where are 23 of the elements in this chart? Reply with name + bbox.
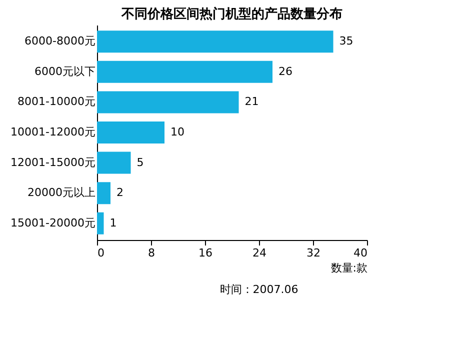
data-label: 21 (244, 95, 259, 108)
chart-title: 不同价格区间热门机型的产品数量分布 (120, 6, 342, 22)
x-tick-label: 40 (354, 246, 368, 260)
data-label: 26 (278, 64, 292, 78)
x-tick-label: 24 (252, 246, 266, 260)
text: 时间：2007.06 (220, 283, 298, 296)
x-axis-title: 数量:款 (330, 262, 368, 274)
x-tick-label: 16 (198, 246, 212, 260)
data-label: 35 (339, 34, 354, 48)
y-tick-label: 15001-20000元 (10, 216, 96, 230)
x-tick-label: 0 (98, 246, 104, 260)
y-tick-label: 6000-8000元 (24, 34, 96, 48)
x-tick-label: 8 (148, 246, 155, 260)
data-label: 2 (116, 186, 124, 200)
data-label: 1 (110, 216, 117, 230)
data-label: 10 (170, 126, 184, 138)
y-tick-label: 8001-10000元 (18, 95, 96, 108)
y-tick-label: 12001-15000元 (10, 156, 96, 169)
y-tick-label: 10001-12000元 (10, 126, 96, 138)
data-label: 5 (136, 156, 144, 169)
x-tick-label: 32 (306, 246, 320, 260)
y-tick-label: 6000元以下 (34, 64, 96, 78)
y-tick-label: 20000元以上 (28, 186, 96, 200)
